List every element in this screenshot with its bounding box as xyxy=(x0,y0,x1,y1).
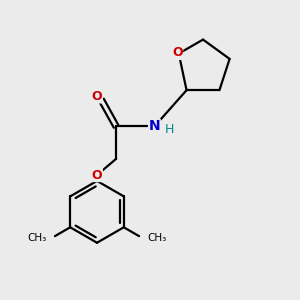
Text: O: O xyxy=(172,46,183,59)
Text: N: N xyxy=(148,119,160,134)
Text: CH₃: CH₃ xyxy=(147,232,167,243)
Text: CH₃: CH₃ xyxy=(27,232,47,243)
Text: O: O xyxy=(92,90,102,103)
Text: O: O xyxy=(92,169,102,182)
Text: H: H xyxy=(164,123,174,136)
